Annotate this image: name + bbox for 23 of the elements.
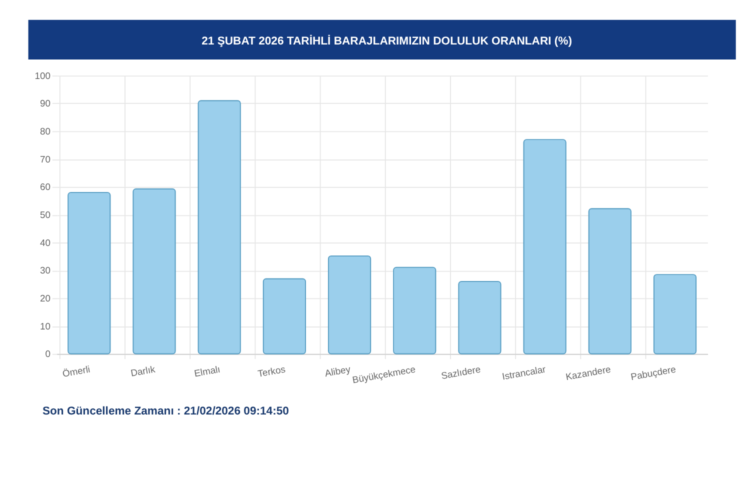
x-tick-label: Pabuçdere [630, 363, 677, 382]
y-tick-label: 10 [40, 320, 50, 332]
y-tick-label: 40 [40, 236, 50, 248]
chart-title: 21 ŞUBAT 2026 TARİHLİ BARAJLARIMIZIN DOLULUK ORANLARI (%) [202, 34, 572, 48]
y-tick-label: 100 [34, 70, 50, 81]
x-tick-label: Büyükçekmece [351, 363, 416, 386]
x-tick-label: Istrancalar [501, 363, 546, 382]
x-tick-label: Terkos [256, 363, 286, 379]
x-tick-label: Alibey [324, 363, 352, 379]
y-tick-label: 60 [40, 181, 50, 192]
y-tick-label: 20 [40, 292, 50, 304]
x-tick-label: Sazlıdere [440, 363, 482, 382]
y-tick-label: 30 [40, 264, 50, 276]
y-tick-label: 90 [40, 98, 50, 109]
x-tick-label: Kazandere [564, 363, 612, 382]
y-tick-label: 50 [40, 209, 50, 220]
x-tick-label: Ömerli [62, 363, 91, 379]
x-tick-label: Elmalı [193, 363, 221, 379]
y-tick-label: 80 [40, 126, 50, 137]
text: Son Güncelleme Zamanı : 21/02/2026 09:14:50 [42, 405, 289, 418]
x-tick-label: Darlık [130, 363, 156, 378]
y-tick-label: 70 [40, 153, 50, 164]
y-tick-label: 0 [45, 348, 50, 360]
